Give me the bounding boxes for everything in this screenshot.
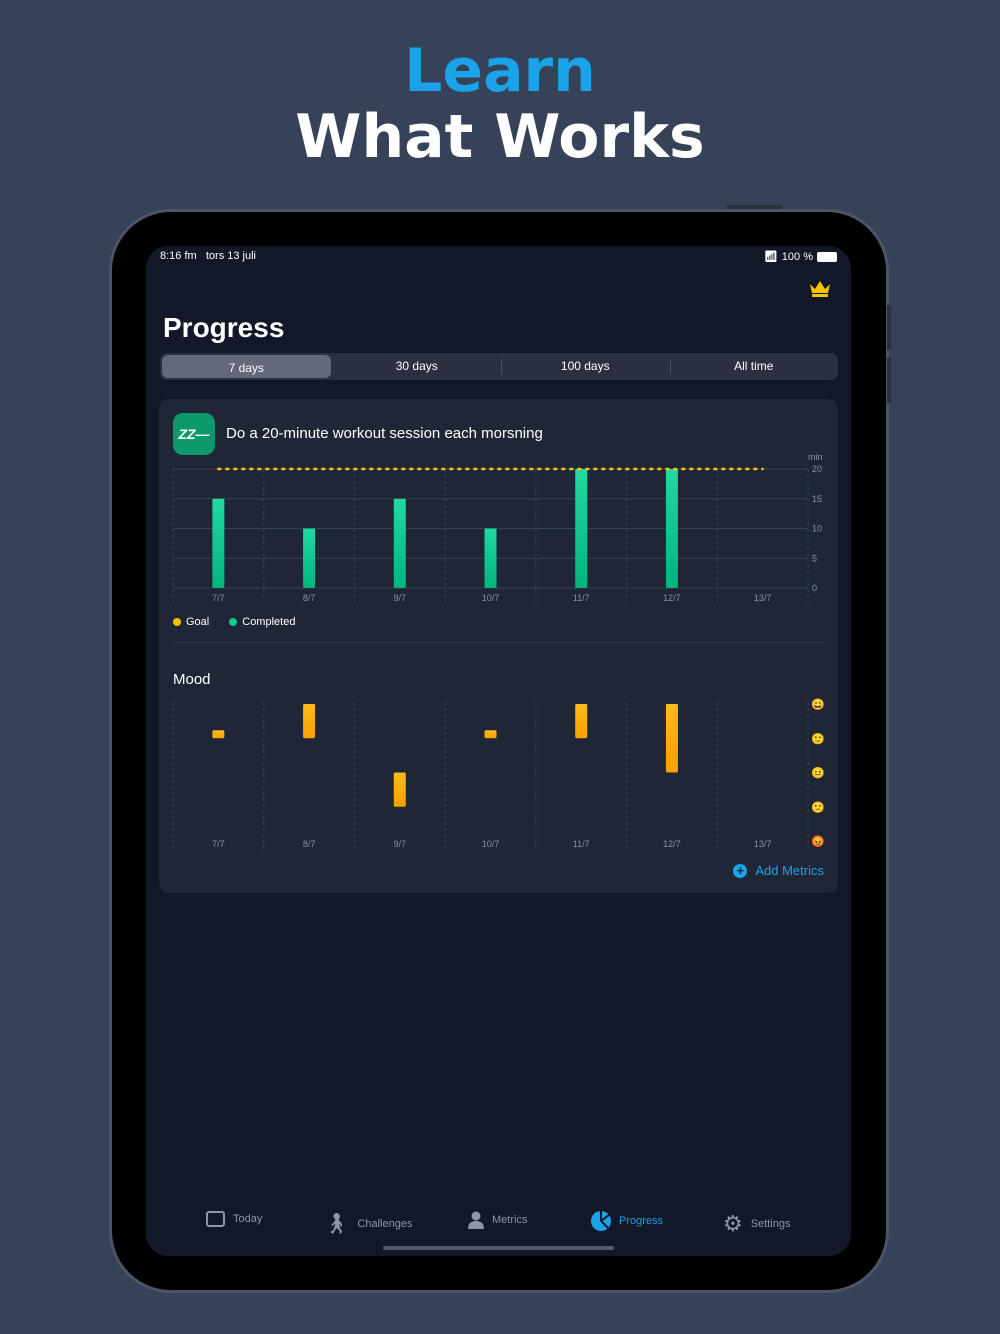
stairs-climbing-icon: 🚶︎ (324, 1213, 350, 1235)
battery-text: 100 % (781, 250, 813, 263)
add-metrics-label: Add Metrics (755, 863, 824, 878)
completed-bar (484, 528, 497, 588)
mood-range-bar (665, 704, 678, 773)
tab-metrics[interactable]: Metrics (468, 1211, 527, 1229)
segment-100-days[interactable]: 100 days (501, 353, 670, 380)
battery-icon (817, 251, 837, 262)
x-tick-label: 9/7 (394, 593, 407, 603)
goal-legend-dot (173, 618, 181, 626)
mood-range-bar (212, 730, 225, 739)
page-title: Progress (163, 312, 285, 343)
tab-label: Metrics (492, 1214, 528, 1226)
x-tick-label: 12/7 (663, 839, 681, 849)
person-icon (468, 1211, 484, 1229)
very-happy-emoji: 😄 (811, 698, 825, 711)
x-tick-label: 13/7 (754, 839, 772, 849)
y-tick-label: 0 (812, 583, 817, 593)
pie-chart-icon (591, 1211, 611, 1231)
x-tick-label: 13/7 (754, 593, 772, 603)
power-button (727, 205, 782, 209)
x-tick-label: 8/7 (303, 593, 316, 603)
divider (173, 642, 824, 643)
completed-bar (575, 469, 588, 588)
x-tick-label: 8/7 (303, 839, 316, 849)
x-tick-label: 9/7 (394, 839, 407, 849)
tab-settings[interactable]: ⚙︎ Settings (723, 1211, 790, 1237)
chart-legend: Goal Completed (173, 616, 295, 628)
crown-icon[interactable] (808, 278, 832, 298)
x-tick-label: 11/7 (573, 593, 590, 603)
gear-icon: ⚙︎ (723, 1211, 743, 1236)
segment-7-days[interactable]: 7 days (162, 355, 331, 378)
y-tick-label: 20 (812, 464, 822, 474)
mood-range-bar (484, 730, 497, 739)
angry-emoji: 😡 (811, 835, 825, 848)
x-tick-label: 12/7 (663, 593, 681, 603)
status-right: 📶︎ 100 % (764, 250, 837, 263)
headline-line1: Learn (404, 36, 596, 106)
y-tick-label: 15 (812, 494, 822, 504)
neutral-emoji: 😐 (811, 767, 825, 780)
challenge-title: Do a 20-minute workout session each mors… (226, 425, 543, 442)
wifi-icon: 📶︎ (763, 251, 778, 263)
segment-all-time[interactable]: All time (669, 353, 839, 380)
tab-today[interactable]: Today (206, 1211, 262, 1227)
legend-completed: Completed (242, 616, 296, 628)
x-tick-label: 7/7 (212, 593, 225, 603)
tab-challenges[interactable]: 🚶︎ Challenges (324, 1211, 412, 1236)
mood-title: Mood (173, 671, 211, 688)
completed-legend-dot (229, 618, 238, 626)
headline-line2: What Works (295, 102, 705, 172)
completion-chart: 0 5 10 15 20 min 7/7 8/7 9/7 10/7 11/7 12/7 13/7 (172, 452, 823, 603)
time: 8:16 fm (160, 250, 197, 262)
date: tors 13 juli (205, 250, 256, 262)
volume-button (887, 305, 891, 350)
tab-progress[interactable]: Progress (591, 1211, 663, 1231)
mood-range-bar (303, 704, 316, 739)
x-tick-label: 10/7 (482, 593, 500, 603)
calendar-icon (206, 1211, 225, 1227)
y-tick-label: 10 (812, 524, 822, 534)
period-segmented-control: 7 days 30 days 100 days All time (160, 353, 838, 380)
plus-circle-icon: + (733, 863, 748, 878)
completed-bar (393, 498, 406, 588)
app-screen: 8:16 fm tors 13 juli 📶︎ 100 % Progress 7… (146, 246, 851, 1256)
completed-bar (665, 469, 678, 588)
mood-chart: 😄 🙂 😐 🙁 😡 7/7 8/7 9/7 10/7 11/7 12/7 13/7 (172, 698, 825, 849)
home-indicator[interactable] (383, 1246, 614, 1250)
x-tick-label: 7/7 (212, 839, 225, 849)
mood-range-bar (575, 704, 588, 739)
tab-label: Settings (750, 1218, 791, 1230)
y-tick-label: 5 (812, 553, 817, 563)
legend-goal: Goal (186, 616, 210, 628)
completed-bar (303, 528, 316, 588)
happy-emoji: 🙂 (811, 732, 825, 745)
challenge-card: ZZ— Do a 20-minute workout session each … (159, 399, 838, 893)
tab-label: Today (233, 1213, 263, 1225)
completed-bar (212, 498, 225, 588)
status-time: 8:16 fm tors 13 juli (160, 250, 256, 262)
x-tick-label: 10/7 (482, 839, 500, 849)
y-axis-unit: min (808, 452, 823, 462)
tab-label: Progress (619, 1215, 664, 1227)
x-tick-label: 11/7 (573, 839, 590, 849)
sad-emoji: 🙁 (811, 801, 825, 814)
mood-range-bar (393, 772, 406, 807)
tab-label: Challenges (357, 1217, 413, 1230)
segment-30-days[interactable]: 30 days (395, 359, 438, 373)
workout-icon: ZZ— (173, 413, 215, 455)
add-metrics-button[interactable]: + Add Metrics (733, 863, 824, 878)
volume-button (887, 358, 891, 403)
